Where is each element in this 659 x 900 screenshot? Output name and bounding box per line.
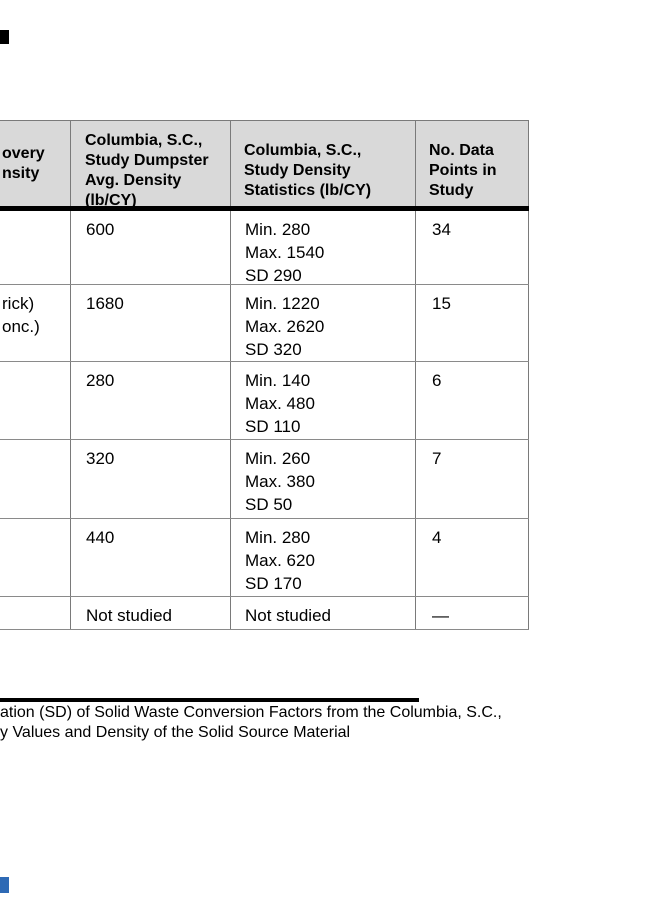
table-row: Not studied Not studied — — [0, 597, 529, 630]
stats-cell: Min. 280 Max. 1540 SD 290 — [231, 211, 416, 284]
material-cell — [0, 362, 71, 439]
material-cell — [0, 211, 71, 284]
caption-rule — [0, 698, 419, 702]
header-density-statistics: Columbia, S.C., Study Density Statistics… — [231, 121, 416, 206]
conversion-factors-table: overy nsity Columbia, S.C., Study Dumpst… — [0, 120, 529, 630]
table-row: 440 Min. 280 Max. 620 SD 170 4 — [0, 519, 529, 597]
header-dumpster-avg-density: Columbia, S.C., Study Dumpster Avg. Dens… — [71, 121, 231, 206]
table-row: 600 Min. 280 Max. 1540 SD 290 34 — [0, 211, 529, 285]
caption-line-1: ation (SD) of Solid Waste Conversion Fac… — [0, 704, 502, 721]
avg-density-cell: 600 — [71, 211, 231, 284]
header-material-density: overy nsity — [0, 121, 71, 206]
material-cell: rick) onc.) — [0, 285, 71, 361]
avg-density-cell: 440 — [71, 519, 231, 596]
material-cell — [0, 440, 71, 518]
points-cell: 4 — [416, 519, 529, 596]
points-cell: 7 — [416, 440, 529, 518]
points-cell: 34 — [416, 211, 529, 284]
table-caption: ation (SD) of Solid Waste Conversion Fac… — [0, 703, 659, 743]
material-cell — [0, 597, 71, 629]
table-row: 280 Min. 140 Max. 480 SD 110 6 — [0, 362, 529, 440]
points-cell: — — [416, 597, 529, 629]
stats-cell: Not studied — [231, 597, 416, 629]
stats-cell: Min. 260 Max. 380 SD 50 — [231, 440, 416, 518]
table-row: 320 Min. 260 Max. 380 SD 50 7 — [0, 440, 529, 519]
stats-cell: Min. 1220 Max. 2620 SD 320 — [231, 285, 416, 361]
points-cell: 15 — [416, 285, 529, 361]
avg-density-cell: Not studied — [71, 597, 231, 629]
page-edge-tab-blue — [0, 877, 9, 893]
header-data-points: No. Data Points in Study — [416, 121, 529, 206]
avg-density-cell: 320 — [71, 440, 231, 518]
avg-density-cell: 280 — [71, 362, 231, 439]
points-cell: 6 — [416, 362, 529, 439]
table-row: rick) onc.) 1680 Min. 1220 Max. 2620 SD … — [0, 285, 529, 362]
stats-cell: Min. 280 Max. 620 SD 170 — [231, 519, 416, 596]
table-header-row: overy nsity Columbia, S.C., Study Dumpst… — [0, 120, 529, 211]
caption-line-2: y Values and Density of the Solid Source… — [0, 724, 351, 741]
stats-cell: Min. 140 Max. 480 SD 110 — [231, 362, 416, 439]
avg-density-cell: 1680 — [71, 285, 231, 361]
page-edge-tab-black — [0, 30, 9, 44]
material-cell — [0, 519, 71, 596]
